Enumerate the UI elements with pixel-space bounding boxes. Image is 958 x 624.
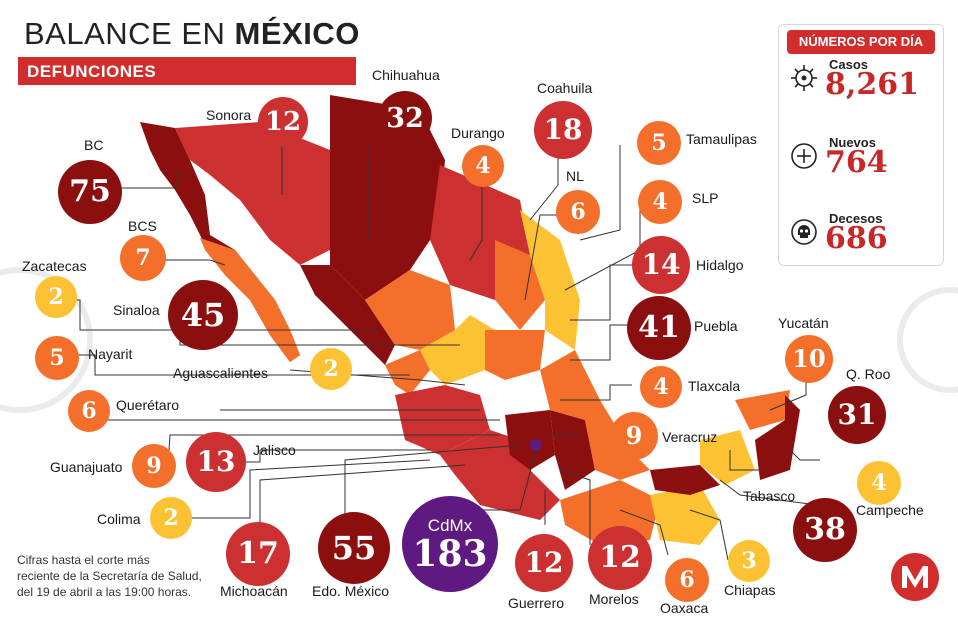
bubble-campeche: 4 bbox=[857, 461, 901, 505]
label-aguascalientes: Aguascalientes bbox=[173, 365, 268, 381]
bubble-zacatecas: 2 bbox=[35, 276, 77, 318]
bubble-cdmx: CdMx 183 bbox=[402, 496, 498, 592]
bubble-slp: 4 bbox=[638, 180, 682, 224]
subtitle-bar: DEFUNCIONES bbox=[18, 57, 356, 85]
bubble-tamaulipas: 5 bbox=[637, 121, 681, 165]
label-zacatecas: Zacatecas bbox=[22, 258, 87, 274]
label-bcs: BCS bbox=[128, 218, 157, 234]
bubble-guanajuato: 9 bbox=[132, 444, 176, 488]
label-q-roo: Q. Roo bbox=[846, 366, 891, 382]
bubble-sinaloa: 45 bbox=[168, 280, 238, 350]
label-cdmx: CdMx bbox=[427, 515, 473, 535]
label-guerrero: Guerrero bbox=[508, 595, 565, 611]
label-durango: Durango bbox=[451, 125, 505, 141]
bubble-nl: 6 bbox=[556, 190, 600, 234]
bubble-puebla: 41 bbox=[627, 296, 691, 360]
bubble-bc: 75 bbox=[58, 160, 122, 224]
page-title: BALANCE EN MÉXICO bbox=[24, 16, 360, 51]
legend-label: Nuevos bbox=[829, 135, 876, 150]
legend-value: 8,261 bbox=[825, 67, 919, 102]
bubble-guerrero: 12 bbox=[515, 534, 573, 592]
bubble-hidalgo: 14 bbox=[632, 236, 690, 294]
bubble-yucatan: 10 bbox=[785, 335, 833, 383]
label-chiapas: Chiapas bbox=[724, 582, 776, 598]
label-colima: Colima bbox=[97, 511, 141, 527]
subtitle: DEFUNCIONES bbox=[27, 62, 157, 81]
plus-icon bbox=[791, 143, 817, 169]
bubble-durango: 4 bbox=[462, 145, 504, 187]
milenio-logo bbox=[891, 553, 939, 601]
bubble-tabasco: 38 bbox=[793, 498, 857, 562]
label-jalisco: Jalisco bbox=[253, 442, 296, 458]
bubble-q-roo: 31 bbox=[828, 386, 886, 444]
label-nl: NL bbox=[566, 168, 584, 184]
bubble-chihuahua: 32 bbox=[378, 91, 432, 145]
label-tabasco: Tabasco bbox=[743, 488, 796, 504]
label-sonora: Sonora bbox=[206, 107, 252, 123]
label-chihuahua: Chihuahua bbox=[372, 67, 440, 83]
value-cdmx: 183 bbox=[412, 532, 488, 575]
bubble-michoacan: 17 bbox=[226, 522, 290, 586]
label-coahuila: Coahuila bbox=[537, 80, 593, 96]
legend-title: NÚMEROS POR DÍA bbox=[787, 30, 935, 54]
bubble-jalisco: 13 bbox=[186, 432, 246, 492]
label-slp: SLP bbox=[692, 190, 719, 206]
label-bc: BC bbox=[84, 137, 104, 153]
label-edo-mexico: Edo. México bbox=[312, 583, 390, 599]
label-campeche: Campeche bbox=[856, 502, 924, 518]
bubble-bcs: 7 bbox=[120, 235, 166, 281]
label-guanajuato: Guanajuato bbox=[50, 459, 123, 475]
bubble-queretaro: 6 bbox=[68, 390, 110, 432]
label-tlaxcala: Tlaxcala bbox=[688, 378, 741, 394]
bubble-oaxaca: 6 bbox=[665, 558, 709, 602]
label-hidalgo: Hidalgo bbox=[696, 257, 744, 273]
bubble-nayarit: 5 bbox=[35, 336, 79, 380]
bubble-chiapas: 3 bbox=[728, 540, 770, 582]
virus-icon bbox=[791, 65, 817, 91]
bubble-colima: 2 bbox=[150, 497, 192, 539]
label-oaxaca: Oaxaca bbox=[660, 600, 709, 616]
label-yucatan: Yucatán bbox=[778, 315, 829, 331]
bubble-edo-mexico: 55 bbox=[318, 512, 390, 584]
label-veracruz: Veracruz bbox=[662, 429, 718, 445]
bubble-sonora: 12 bbox=[258, 97, 308, 147]
legend-label: Decesos bbox=[829, 211, 883, 226]
bubble-morelos: 12 bbox=[588, 526, 652, 590]
label-nayarit: Nayarit bbox=[88, 346, 133, 362]
legend-label: Casos bbox=[829, 57, 869, 72]
bubble-aguascalientes: 2 bbox=[310, 348, 352, 390]
source-note: Cifras hasta el corte más reciente de la… bbox=[17, 553, 202, 599]
bubble-coahuila: 18 bbox=[534, 101, 592, 159]
legend-value: 764 bbox=[825, 145, 888, 180]
label-michoacan: Michoacán bbox=[220, 583, 288, 599]
label-tamaulipas: Tamaulipas bbox=[686, 131, 757, 147]
label-sinaloa: Sinaloa bbox=[113, 302, 160, 318]
legend-panel: NÚMEROS POR DÍA Casos 8,261 Nuevos 764 D… bbox=[778, 24, 944, 266]
label-puebla: Puebla bbox=[694, 318, 738, 334]
bubble-tlaxcala: 4 bbox=[640, 366, 682, 408]
bubble-veracruz: 9 bbox=[610, 412, 658, 460]
legend-value: 686 bbox=[825, 221, 888, 256]
skull-icon bbox=[791, 219, 817, 245]
label-morelos: Morelos bbox=[589, 591, 639, 607]
label-queretaro: Querétaro bbox=[116, 397, 180, 413]
